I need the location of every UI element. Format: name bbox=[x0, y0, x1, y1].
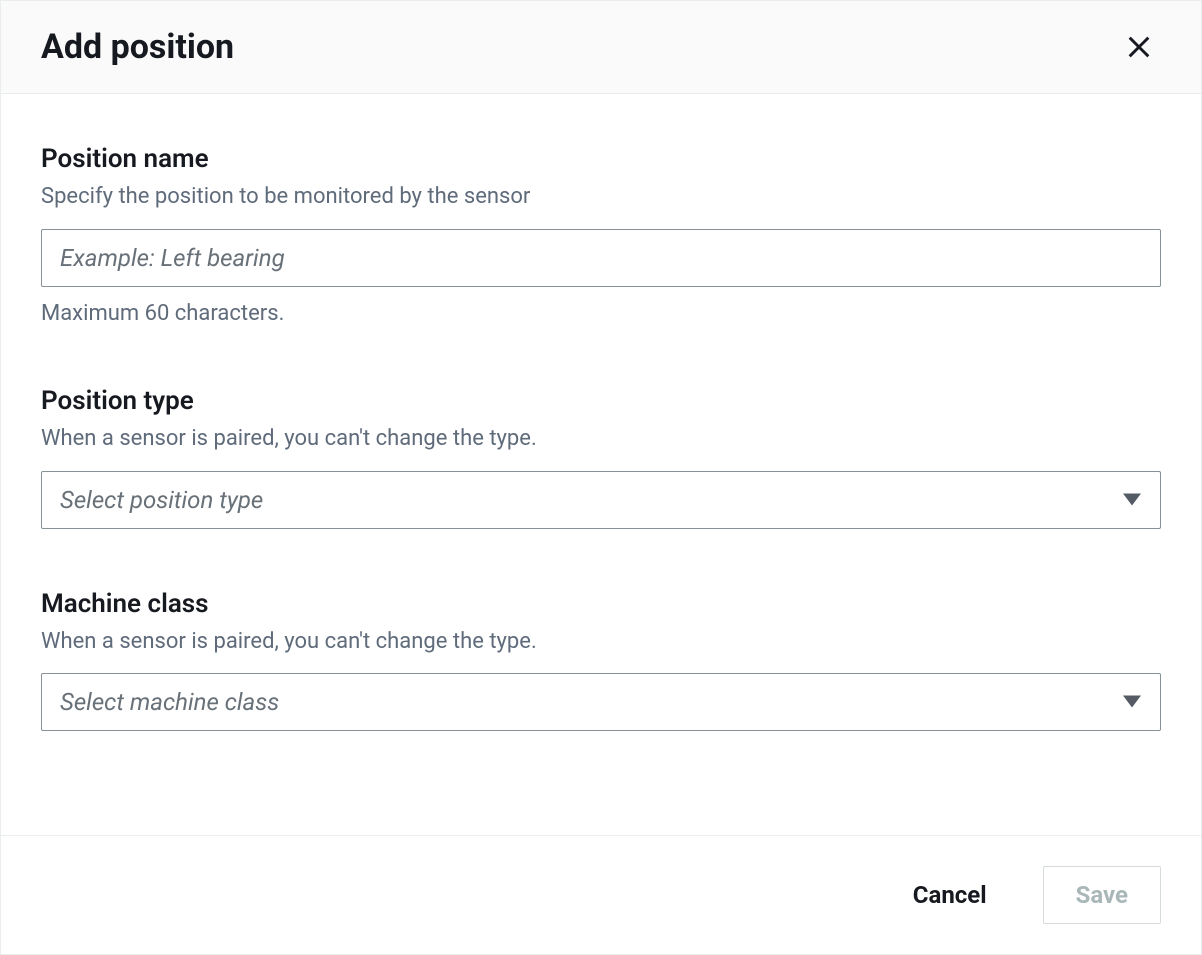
machine-class-label: Machine class bbox=[41, 589, 1161, 619]
close-button[interactable] bbox=[1117, 25, 1161, 69]
cancel-button[interactable]: Cancel bbox=[881, 867, 1019, 923]
add-position-modal: Add position Position name Specify the p… bbox=[0, 0, 1202, 955]
modal-title: Add position bbox=[41, 27, 234, 67]
modal-header: Add position bbox=[1, 1, 1201, 94]
position-name-description: Specify the position to be monitored by … bbox=[41, 182, 1161, 213]
machine-class-select-wrapper: Select machine class bbox=[41, 673, 1161, 731]
close-icon bbox=[1125, 33, 1153, 61]
position-type-group: Position type When a sensor is paired, y… bbox=[41, 386, 1161, 529]
position-type-description: When a sensor is paired, you can't chang… bbox=[41, 424, 1161, 455]
position-type-select-wrapper: Select position type bbox=[41, 471, 1161, 529]
modal-body: Position name Specify the position to be… bbox=[1, 94, 1201, 835]
save-button[interactable]: Save bbox=[1043, 866, 1161, 924]
machine-class-group: Machine class When a sensor is paired, y… bbox=[41, 589, 1161, 732]
position-name-hint: Maximum 60 characters. bbox=[41, 301, 1161, 326]
modal-footer: Cancel Save bbox=[1, 835, 1201, 954]
position-name-input[interactable] bbox=[41, 229, 1161, 287]
position-name-label: Position name bbox=[41, 144, 1161, 174]
position-name-group: Position name Specify the position to be… bbox=[41, 144, 1161, 326]
machine-class-select[interactable]: Select machine class bbox=[41, 673, 1161, 731]
machine-class-description: When a sensor is paired, you can't chang… bbox=[41, 627, 1161, 658]
position-type-label: Position type bbox=[41, 386, 1161, 416]
position-type-select[interactable]: Select position type bbox=[41, 471, 1161, 529]
